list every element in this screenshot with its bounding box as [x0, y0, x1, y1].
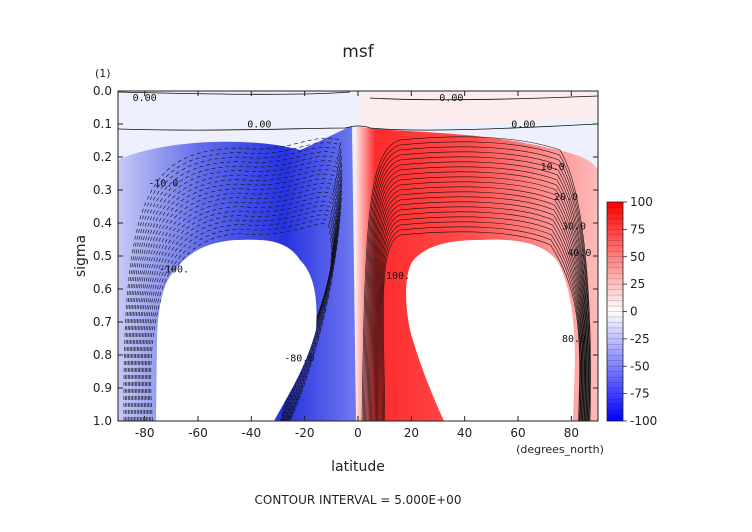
colorbar-tick-label: 75	[630, 222, 645, 236]
x-tick-label: 80	[564, 426, 579, 440]
positive-contour-line	[368, 166, 588, 421]
x-tick-label: 40	[457, 426, 472, 440]
y-tick-label: 0.6	[93, 282, 112, 296]
y-tick-label: 0.5	[93, 249, 112, 263]
negative-contour-line	[137, 182, 337, 421]
negative-contour-line	[132, 164, 339, 421]
positive-contour-line	[378, 206, 583, 421]
positive-contour-line	[379, 211, 583, 421]
positive-contour-line	[380, 216, 582, 421]
x-axis-label: latitude	[331, 459, 385, 475]
negative-contours	[123, 137, 343, 421]
positive-contour-line	[365, 151, 590, 421]
negative-contour-line	[129, 155, 340, 421]
contour-label: -80.0	[284, 354, 314, 365]
contour-interval-note: CONTOUR INTERVAL = 5.000E+00	[255, 493, 462, 507]
negative-contour-line	[126, 146, 342, 421]
contour-label: 0.00	[511, 119, 535, 130]
zero-contour-lower	[118, 123, 598, 131]
y-tick-label: 0.8	[93, 348, 112, 362]
southern-topography-mask	[156, 239, 317, 421]
x-tick-label: -80	[135, 426, 155, 440]
y-tick-label: 0.1	[93, 117, 112, 131]
x-tick-label: 60	[510, 426, 525, 440]
positive-contour-line	[383, 231, 580, 421]
x-tick-label: -60	[188, 426, 208, 440]
positive-contour-line	[366, 156, 589, 421]
positive-contour-line	[382, 226, 581, 421]
positive-contour-line	[371, 176, 587, 421]
positive-contours	[361, 136, 591, 421]
positive-contour-line	[376, 196, 584, 421]
y-tick-label: 0.2	[93, 150, 112, 164]
field-layer: 0.00 0.00 0.00 0.00 -10.0 10.0 20.0 30.0 40.0 -10…	[118, 91, 598, 421]
positive-contour-line	[364, 146, 590, 421]
colorbar-tick-label: 0	[630, 305, 638, 319]
y-tick-label: 0.7	[93, 315, 112, 329]
contour-label: 80.0	[562, 334, 586, 345]
positive-contour-line	[377, 201, 584, 421]
colorbar-ticks: 100 75 50 25 0 -25 -50 -75 -100	[607, 195, 657, 428]
positive-contour-line	[361, 136, 591, 421]
negative-contour-line	[130, 160, 340, 421]
colorbar-tick-label: -50	[630, 359, 650, 373]
contour-label: 10.0	[541, 162, 565, 173]
negative-contour-line	[136, 178, 338, 421]
zero-contour-upper	[118, 91, 598, 101]
y-tick-label: 0.3	[93, 183, 112, 197]
contour-label: -100.	[159, 265, 189, 276]
colorbar: 100 75 50 25 0 -25 -50 -75 -100	[606, 195, 657, 428]
negative-contour-line	[127, 151, 341, 421]
negative-contour-line	[125, 142, 342, 421]
negative-contour-line	[139, 187, 337, 421]
x-tick-label: 0	[354, 426, 362, 440]
y-axis-label: sigma	[73, 235, 89, 277]
contour-label: 0.00	[133, 93, 157, 104]
y-units-label: (1)	[95, 67, 111, 80]
contour-label: 0.00	[247, 119, 271, 130]
negative-contour-line	[135, 173, 338, 421]
y-axis-ticks: 0.0 0.1 0.2 0.3 0.4 0.5 0.6 0.7 0.8 0.9 1.0	[93, 84, 598, 428]
positive-contour-line	[374, 191, 585, 421]
chart-title: msf	[342, 42, 374, 62]
x-tick-label: 20	[404, 426, 419, 440]
contour-label: 40.0	[567, 248, 591, 259]
y-tick-label: 0.9	[93, 381, 112, 395]
negative-contour-line	[123, 137, 343, 421]
x-tick-label: -20	[295, 426, 315, 440]
x-units-label: (degrees_north)	[516, 443, 604, 456]
positive-contour-line	[362, 141, 591, 421]
colorbar-tick-label: -25	[630, 332, 650, 346]
positive-contour-line	[370, 171, 587, 421]
colorbar-tick-label: 100	[630, 195, 653, 209]
contour-label: 0.00	[439, 93, 463, 104]
colorbar-tick-label: -100	[630, 414, 657, 428]
colorbar-tick-label: 25	[630, 277, 645, 291]
positive-contour-line	[381, 221, 581, 421]
x-tick-label: -40	[242, 426, 262, 440]
y-tick-label: 0.4	[93, 216, 112, 230]
positive-contour-line	[372, 181, 586, 421]
contour-label: 30.0	[562, 222, 586, 233]
colorbar-tick-label: 50	[630, 250, 645, 264]
y-tick-label: 1.0	[93, 414, 112, 428]
positive-contour-line	[367, 161, 588, 421]
x-axis-ticks: -80 -60 -40 -20 0 20 40 60 80	[135, 91, 579, 440]
contour-label: -10.0	[148, 179, 178, 190]
contour-label: 20.0	[554, 192, 578, 203]
northern-topography-mask	[406, 239, 575, 421]
contour-labels: 0.00 0.00 0.00 0.00 -10.0 10.0 20.0 30.0 40.0 -10…	[133, 93, 592, 365]
positive-contour-line	[373, 186, 586, 421]
contour-label: 100.	[386, 271, 410, 282]
upper-positive-zone	[360, 91, 598, 128]
y-tick-label: 0.0	[93, 84, 112, 98]
colorbar-tick-label: -75	[630, 387, 650, 401]
